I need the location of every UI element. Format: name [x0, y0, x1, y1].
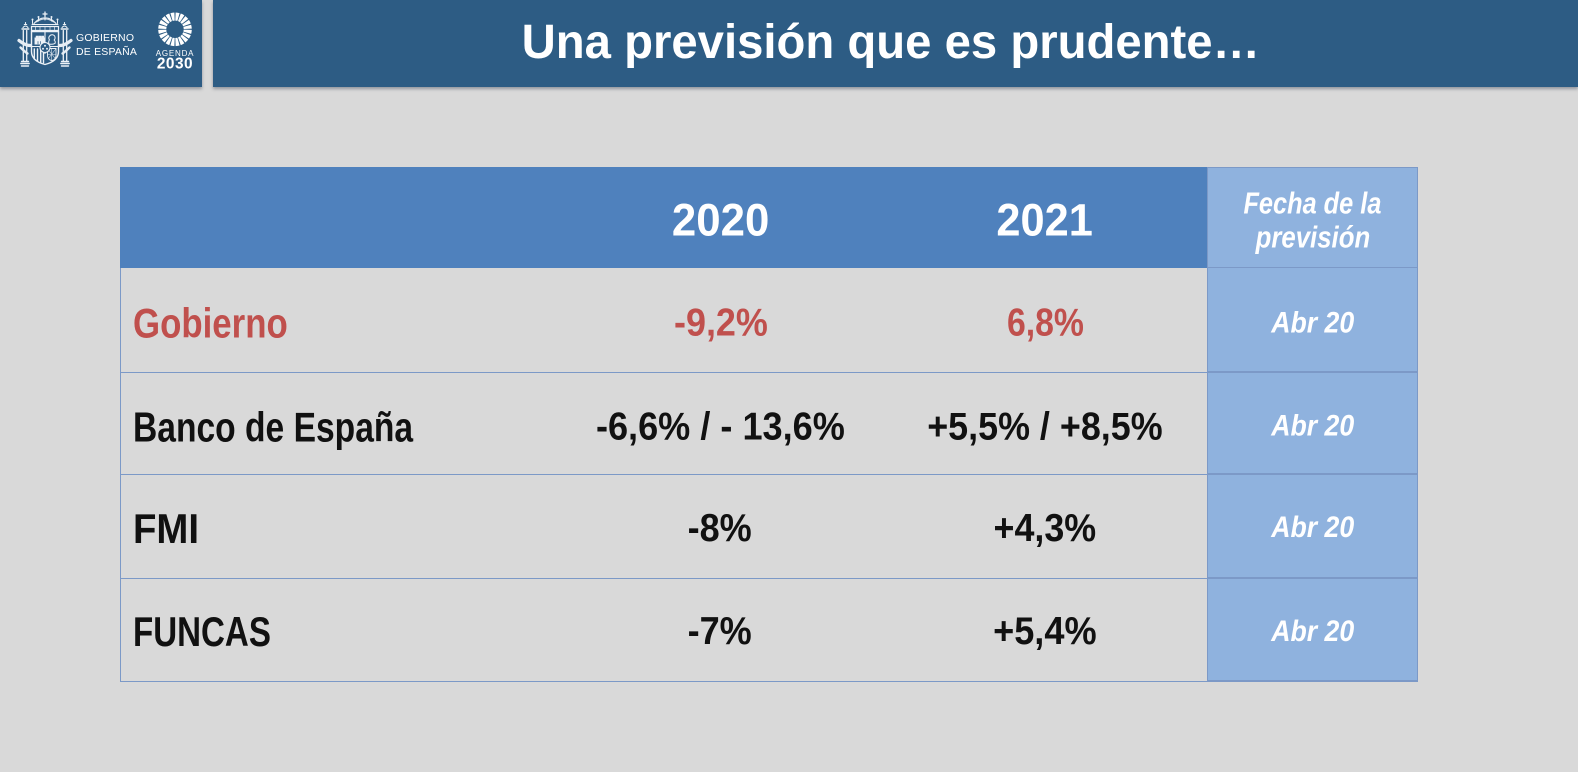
svg-text:DE ESPAÑA: DE ESPAÑA: [76, 45, 137, 58]
svg-text:2030: 2030: [157, 56, 193, 73]
svg-text:GOBIERNO: GOBIERNO: [76, 32, 134, 44]
svg-text:AGENDA: AGENDA: [156, 49, 195, 58]
